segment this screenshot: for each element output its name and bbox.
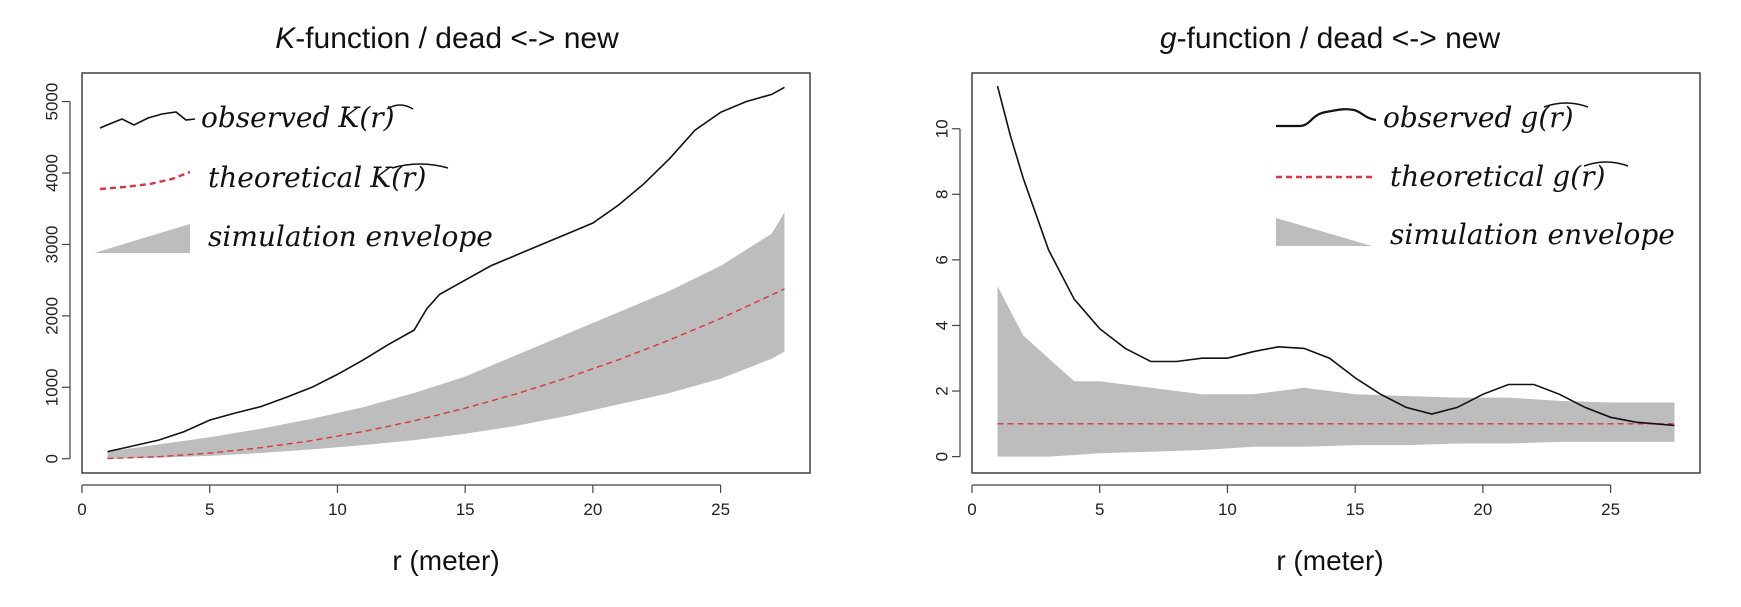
g-x-tick-label-5: 25 [1601,500,1620,519]
k-legend-theoretical-swatch [99,170,191,191]
k-legend-envelope-label: simulation envelope [208,220,493,253]
g-x-tick-label-0: 0 [967,500,976,519]
g-x-axis-label: r (meter) [1276,545,1383,576]
g-plot-area [996,85,1675,457]
k-y-tick-label-1: 1000 [43,368,62,406]
g-plot-frame [971,72,1701,474]
g-legend-envelope-swatch [1276,218,1372,246]
k-axes: 0 5 10 15 20 25 0 1000 2000 3000 4000 5000 [43,83,731,519]
k-legend-observed-swatch [99,111,196,129]
k-title-rest: -function / dead <-> new [295,22,619,55]
g-legend-observed-swatch [1276,108,1377,128]
k-x-tick-label-3: 15 [456,500,475,519]
g-observed-line [996,85,1675,427]
k-legend-envelope-swatch [94,224,190,253]
g-title-rest: -function / dead <-> new [1177,22,1501,55]
g-y-tick-label-1: 2 [933,386,952,395]
k-plot-area [107,86,785,460]
k-plot-frame [81,72,811,474]
g-legend: observed g(r) theoretical g(r) simulation … [1276,101,1675,251]
k-legend-theoretical-hat [391,163,449,169]
g-x-tick-label-2: 10 [1218,500,1237,519]
g-chart-title: g-function / dead <-> new [1160,22,1501,55]
k-x-axis-label: r (meter) [392,545,499,576]
k-envelope-band [107,212,785,459]
k-x-tick-label-0: 0 [77,500,86,519]
k-theoretical-line [107,288,785,460]
g-legend-theoretical-math: g(r) [1552,160,1605,193]
k-y-tick-label-5: 5000 [43,83,62,121]
k-x-tick-label-1: 5 [205,500,214,519]
k-y-tick-label-4: 4000 [43,154,62,192]
g-y-tick-label-2: 4 [933,321,952,330]
g-y-tick-label-4: 8 [933,190,952,199]
k-legend-observed-math: K(r) [337,101,394,134]
k-observed-line [107,86,785,453]
g-envelope-band [997,286,1675,457]
k-legend-theoretical-label: theoretical K(r) [208,161,426,194]
g-x-tick-label-4: 20 [1473,500,1492,519]
k-y-tick-label-2: 2000 [43,297,62,335]
k-legend-observed-hat [386,104,414,110]
g-title-prefix: g [1160,22,1177,55]
g-function-panel: g-function / dead <-> new 0 5 10 15 20 25 0 2 4 6… [933,22,1701,576]
g-axes: 0 5 10 15 20 25 0 2 4 6 8 10 [933,119,1621,519]
k-function-panel: K-function / dead <-> new 0 5 10 15 20 25 0 100… [43,22,811,576]
g-x-tick-label-3: 15 [1346,500,1365,519]
g-legend-theoretical-hat [1583,161,1629,167]
k-x-tick-label-5: 25 [711,500,730,519]
g-y-tick-label-3: 6 [933,255,952,264]
g-y-tick-label-5: 10 [933,119,952,138]
g-legend-theoretical-label: theoretical g(r) [1390,160,1605,193]
k-x-tick-label-2: 10 [328,500,347,519]
g-y-tick-label-0: 0 [933,452,952,461]
k-x-tick-label-4: 20 [583,500,602,519]
g-legend-observed-hat [1543,102,1589,108]
k-y-tick-label-3: 3000 [43,226,62,264]
g-legend-envelope-label: simulation envelope [1390,218,1675,251]
k-chart-title: K-function / dead <-> new [275,22,619,55]
k-legend-observed-label: observed K(r) [201,101,395,134]
k-title-prefix: K [275,22,297,55]
k-y-tick-label-0: 0 [43,454,62,463]
g-x-tick-label-1: 5 [1095,500,1104,519]
k-legend: observed K(r) theoretical K(r) simulation … [94,101,493,253]
